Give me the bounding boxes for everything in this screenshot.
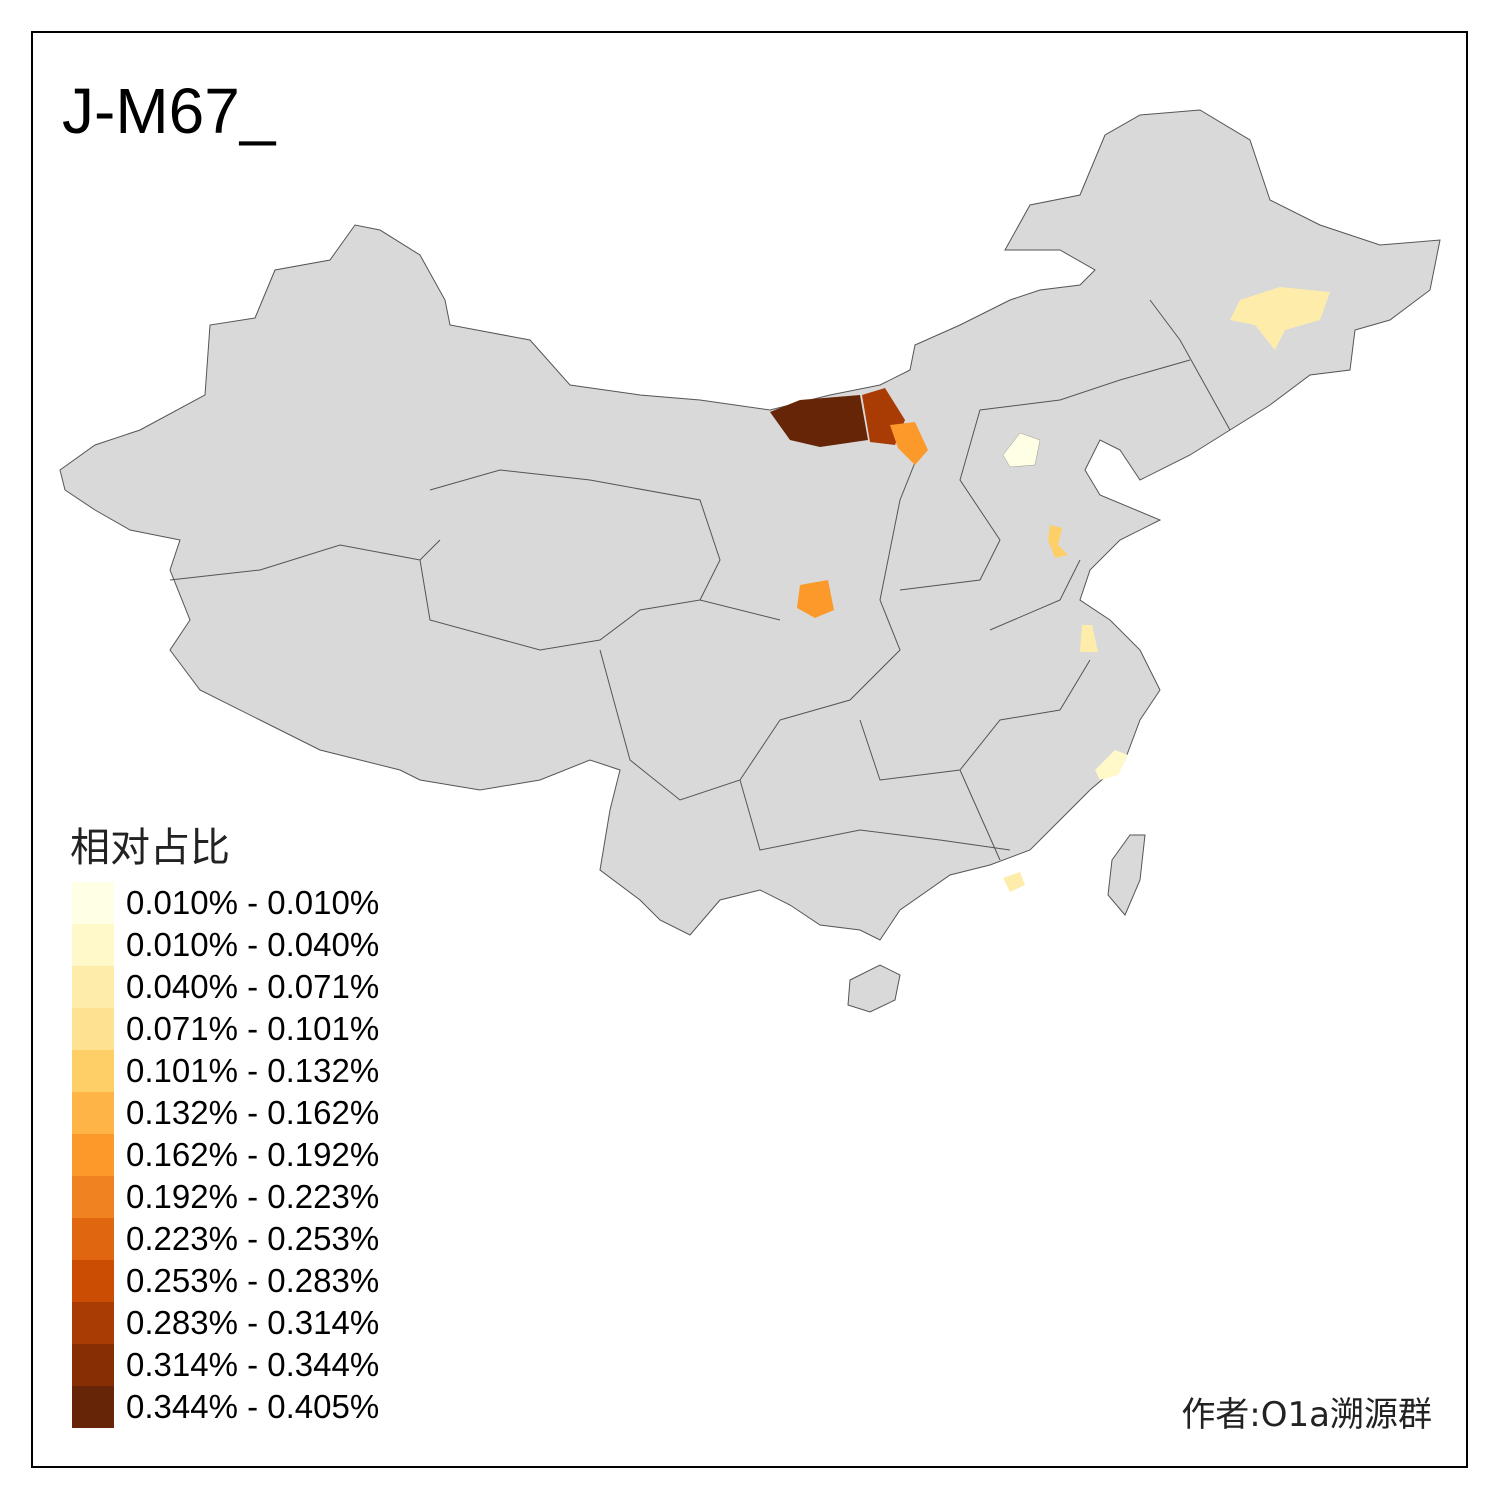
legend-item: 0.010% - 0.040% [72, 924, 379, 966]
legend-swatch [72, 1344, 114, 1386]
legend-title: 相对占比 [70, 825, 230, 871]
legend-label: 0.040% - 0.071% [126, 968, 380, 1005]
legend-swatch [72, 1260, 114, 1302]
legend-item: 0.344% - 0.405% [72, 1386, 379, 1428]
legend-swatch [72, 1092, 114, 1134]
region-101-132 [1048, 525, 1068, 558]
legend-label: 0.010% - 0.010% [126, 884, 380, 921]
legend-swatch [72, 1134, 114, 1176]
legend-item: 0.192% - 0.223% [72, 1176, 379, 1218]
region-010-010 [1002, 432, 1041, 468]
legend-item: 0.040% - 0.071% [72, 966, 379, 1008]
legend-swatch [72, 1050, 114, 1092]
legend-label: 0.010% - 0.040% [126, 926, 380, 963]
legend-label: 0.223% - 0.253% [126, 1220, 380, 1257]
region-162-192-b [797, 580, 834, 618]
legend-swatch [72, 1302, 114, 1344]
map-title: J-M67_ [62, 75, 276, 147]
province-borders [169, 299, 1231, 861]
region-040-071-b [1080, 625, 1098, 652]
legend-label: 0.132% - 0.162% [126, 1094, 380, 1131]
legend-label: 0.192% - 0.223% [126, 1178, 380, 1215]
legend-swatch [72, 1008, 114, 1050]
legend-swatch [72, 966, 114, 1008]
legend-item: 0.223% - 0.253% [72, 1218, 379, 1260]
legend: 0.010% - 0.010% 0.010% - 0.040% 0.040% - 0… [72, 882, 379, 1428]
legend-swatch [72, 882, 114, 924]
taiwan-island [1107, 834, 1146, 916]
author-credit: 作者:O1a溯源群 [1181, 1395, 1432, 1435]
legend-label: 0.162% - 0.192% [126, 1136, 380, 1173]
hainan-island [847, 964, 901, 1013]
legend-item: 0.253% - 0.283% [72, 1260, 379, 1302]
legend-item: 0.101% - 0.132% [72, 1050, 379, 1092]
legend-item: 0.010% - 0.010% [72, 882, 379, 924]
legend-label: 0.344% - 0.405% [126, 1388, 380, 1425]
legend-label: 0.253% - 0.283% [126, 1262, 380, 1299]
region-010-040 [1095, 750, 1128, 780]
legend-swatch [72, 1176, 114, 1218]
legend-item: 0.132% - 0.162% [72, 1092, 379, 1134]
legend-item: 0.283% - 0.314% [72, 1302, 379, 1344]
legend-swatch [72, 1386, 114, 1428]
legend-item: 0.314% - 0.344% [72, 1344, 379, 1386]
legend-swatch [72, 924, 114, 966]
legend-item: 0.162% - 0.192% [72, 1134, 379, 1176]
plot-frame [31, 31, 1468, 1468]
region-040-071-c [1003, 872, 1025, 892]
legend-label: 0.071% - 0.101% [126, 1010, 380, 1047]
legend-item: 0.071% - 0.101% [72, 1008, 379, 1050]
legend-label: 0.283% - 0.314% [126, 1304, 380, 1341]
legend-swatch [72, 1218, 114, 1260]
china-mainland [59, 109, 1441, 941]
region-162-192-a [890, 422, 928, 465]
legend-label: 0.314% - 0.344% [126, 1346, 380, 1383]
region-040-071 [1230, 287, 1330, 350]
region-034-405 [770, 395, 868, 447]
legend-label: 0.101% - 0.132% [126, 1052, 380, 1089]
